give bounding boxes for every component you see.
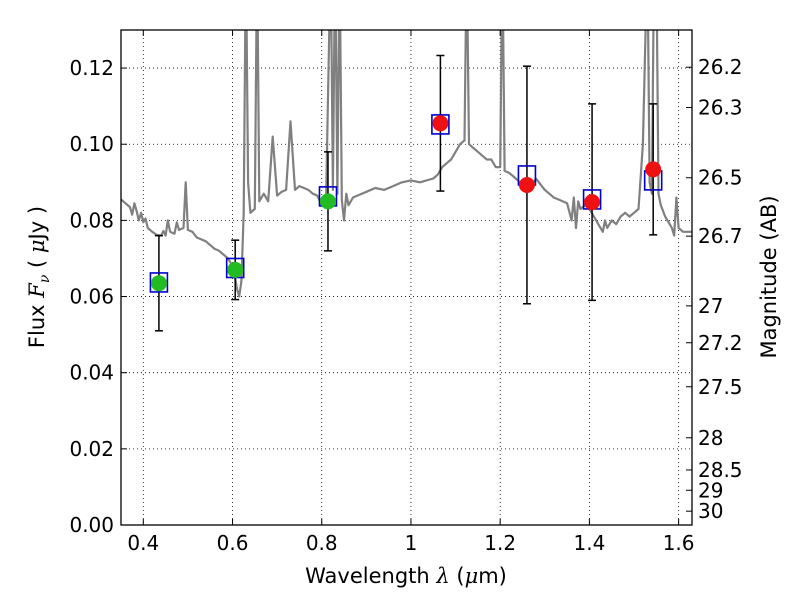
observed-point [319,193,336,210]
x-tick-label: 1.2 [484,531,516,555]
magnitude-axis-title: Magnitude (AB) [757,195,781,358]
y-tick-label: 0.00 [69,513,114,537]
magnitude-tick-label: 26.5 [698,166,743,190]
magnitude-tick-label: 28 [698,426,723,450]
y-tick-label: 0.08 [69,208,114,232]
magnitude-tick-label: 28.5 [698,458,743,482]
observed-point [584,194,601,211]
magnitude-tick-label: 27.2 [698,331,743,355]
plot-frame [120,29,693,526]
x-axis-ticks: 0.4 0.6 0.8 1 1.2 1.4 1.6 [127,30,695,555]
x-tick-label: 1.4 [573,531,605,555]
observed-point [645,161,662,178]
magnitude-tick-label: 29 [698,478,723,502]
y-tick-label: 0.02 [69,437,114,461]
observed-points [150,115,662,292]
magnitude-tick-label: 27 [698,294,723,318]
y-axis-ticks: 0.00 0.02 0.04 0.06 0.08 0.10 0.12 [69,56,127,537]
x-axis-title: Wavelength λ (μm) [305,564,507,588]
magnitude-tick-label: 26.2 [698,55,743,79]
magnitude-tick-label: 26.3 [698,95,743,119]
x-tick-label: 1 [405,531,418,555]
x-tick-label: 1.6 [663,531,695,555]
y-axis-title: Flux Fν ( μJy ) [25,206,53,348]
observed-point [518,176,535,193]
grid [121,30,692,526]
x-tick-label: 0.4 [127,531,159,555]
magnitude-tick-label: 26.7 [698,224,743,248]
y-tick-label: 0.10 [69,132,114,156]
observed-point [227,261,244,278]
x-tick-label: 0.8 [306,531,338,555]
model-photometry-box [431,114,450,135]
magnitude-tick-label: 27.5 [698,375,743,399]
magnitude-tick-label: 30 [698,499,723,523]
y-tick-label: 0.12 [69,56,114,80]
model-spectrum-line [121,30,692,298]
y-tick-label: 0.04 [69,361,114,385]
y-tick-label: 0.06 [69,285,114,309]
x-tick-label: 0.6 [217,531,249,555]
model-photometry-boxes [149,114,663,293]
model-photometry-box [149,272,169,293]
observed-point [432,115,449,132]
observed-point [150,275,167,292]
